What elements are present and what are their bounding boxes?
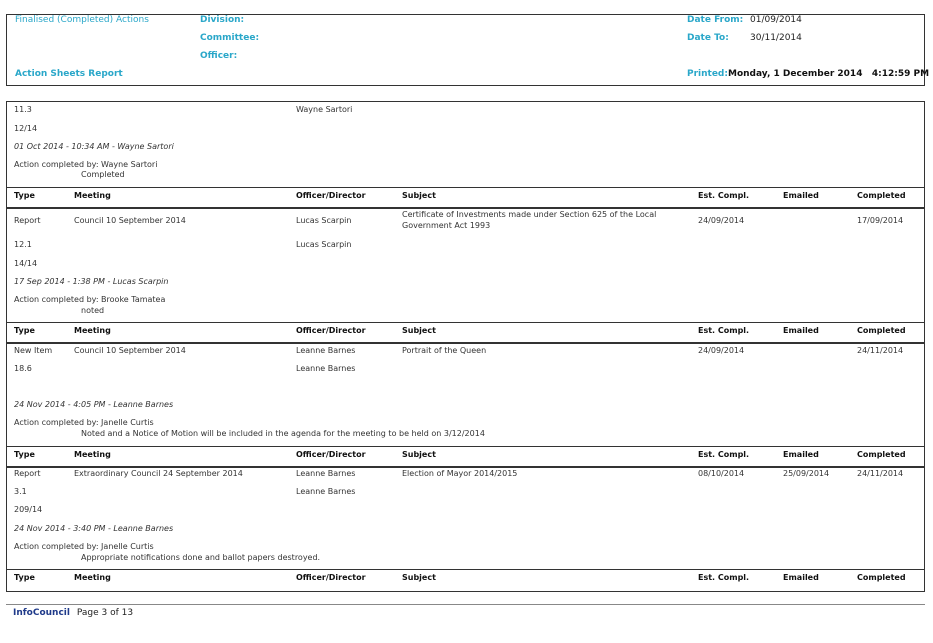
record-type: Report <box>14 469 41 478</box>
col-est-compl: Est. Compl. <box>698 326 750 335</box>
record-subject-line2: Government Act 1993 <box>402 221 491 230</box>
record-meeting: Council 10 September 2014 <box>74 346 186 355</box>
completion-note: Appropriate notifications done and ballo… <box>81 553 321 562</box>
record-emailed: 25/09/2014 <box>783 469 830 478</box>
record-meeting: Extraordinary Council 24 September 2014 <box>74 469 243 478</box>
footer-divider <box>6 604 925 605</box>
col-subject: Subject <box>402 191 436 200</box>
col-completed: Completed <box>857 326 906 335</box>
divider <box>7 446 924 447</box>
record-type: Report <box>14 216 41 225</box>
col-est-compl: Est. Compl. <box>698 573 750 582</box>
col-subject: Subject <box>402 326 436 335</box>
col-type: Type <box>14 326 35 335</box>
completion-note: Completed <box>81 170 125 179</box>
printed-label: Printed: <box>687 69 728 79</box>
record-officer: Lucas Scarpin <box>296 216 352 225</box>
item-number: 11.3 <box>14 105 32 114</box>
completed-by: Action completed by: Janelle Curtis <box>14 418 154 427</box>
record-completed: 24/11/2014 <box>857 469 904 478</box>
col-meeting: Meeting <box>74 573 111 582</box>
col-subject: Subject <box>402 450 436 459</box>
record-est-compl: 08/10/2014 <box>698 469 745 478</box>
col-officer: Officer/Director <box>296 573 366 582</box>
item-number: 18.6 <box>14 364 32 373</box>
action-log: 01 Oct 2014 - 10:34 AM - Wayne Sartori <box>14 142 174 151</box>
action-log: 24 Nov 2014 - 4:05 PM - Leanne Barnes <box>14 400 174 409</box>
printed-value: Monday, 1 December 2014 4:12:59 PM <box>728 69 930 79</box>
committee-label: Committee: <box>200 33 260 43</box>
division-label: Division: <box>200 15 245 25</box>
resolution-number: 209/14 <box>14 505 43 514</box>
col-emailed: Emailed <box>783 191 819 200</box>
completion-note: Noted and a Notice of Motion will be inc… <box>81 429 485 438</box>
col-meeting: Meeting <box>74 326 111 335</box>
officer-name: Leanne Barnes <box>296 364 356 373</box>
col-type: Type <box>14 573 35 582</box>
col-type: Type <box>14 450 35 459</box>
divider <box>7 466 924 468</box>
date-to-label: Date To: <box>687 33 729 43</box>
date-from-value: 01/09/2014 <box>750 15 802 25</box>
col-emailed: Emailed <box>783 326 819 335</box>
actions-table: 11.3 Wayne Sartori 12/14 01 Oct 2014 - 1… <box>6 101 925 592</box>
record-subject: Portrait of the Queen <box>402 346 487 355</box>
col-est-compl: Est. Compl. <box>698 450 750 459</box>
completion-note: noted <box>81 306 105 315</box>
report-header: Finalised (Completed) Actions Action She… <box>6 14 929 86</box>
record-meeting: Council 10 September 2014 <box>74 216 186 225</box>
col-meeting: Meeting <box>74 191 111 200</box>
item-number: 3.1 <box>14 487 27 496</box>
record-subject: Certificate of Investments made under Se… <box>402 210 657 219</box>
report-name: Action Sheets Report <box>15 69 123 79</box>
col-emailed: Emailed <box>783 573 819 582</box>
record-subject: Election of Mayor 2014/2015 <box>402 469 518 478</box>
officer-name: Leanne Barnes <box>296 487 356 496</box>
record-officer: Leanne Barnes <box>296 469 356 478</box>
record-type: New Item <box>14 346 53 355</box>
col-completed: Completed <box>857 450 906 459</box>
col-emailed: Emailed <box>783 450 819 459</box>
date-from-label: Date From: <box>687 15 744 25</box>
record-completed: 24/11/2014 <box>857 346 904 355</box>
divider <box>7 342 924 344</box>
completed-by: Action completed by: Brooke Tamatea <box>14 295 166 304</box>
officer-name: Lucas Scarpin <box>296 240 352 249</box>
page-footer: InfoCouncil Page 3 of 13 <box>13 608 133 618</box>
record-est-compl: 24/09/2014 <box>698 346 745 355</box>
completed-by: Action completed by: Wayne Sartori <box>14 160 158 169</box>
officer-name: Wayne Sartori <box>296 105 353 114</box>
brand-name: InfoCouncil <box>13 608 70 618</box>
officer-label: Officer: <box>200 51 238 61</box>
divider <box>7 322 924 323</box>
col-officer: Officer/Director <box>296 326 366 335</box>
action-log: 24 Nov 2014 - 3:40 PM - Leanne Barnes <box>14 524 174 533</box>
action-log: 17 Sep 2014 - 1:38 PM - Lucas Scarpin <box>14 277 169 286</box>
divider <box>7 569 924 570</box>
record-completed: 17/09/2014 <box>857 216 904 225</box>
resolution-number: 12/14 <box>14 124 38 133</box>
col-officer: Officer/Director <box>296 191 366 200</box>
date-to-value: 30/11/2014 <box>750 33 802 43</box>
divider <box>7 187 924 188</box>
col-meeting: Meeting <box>74 450 111 459</box>
col-est-compl: Est. Compl. <box>698 191 750 200</box>
record-officer: Leanne Barnes <box>296 346 356 355</box>
col-completed: Completed <box>857 573 906 582</box>
col-officer: Officer/Director <box>296 450 366 459</box>
col-type: Type <box>14 191 35 200</box>
divider <box>7 207 924 209</box>
col-completed: Completed <box>857 191 906 200</box>
item-number: 12.1 <box>14 240 32 249</box>
report-title: Finalised (Completed) Actions <box>15 15 149 25</box>
completed-by: Action completed by: Janelle Curtis <box>14 542 154 551</box>
record-est-compl: 24/09/2014 <box>698 216 745 225</box>
resolution-number: 14/14 <box>14 259 38 268</box>
page-number: Page 3 of 13 <box>76 608 134 618</box>
col-subject: Subject <box>402 573 436 582</box>
